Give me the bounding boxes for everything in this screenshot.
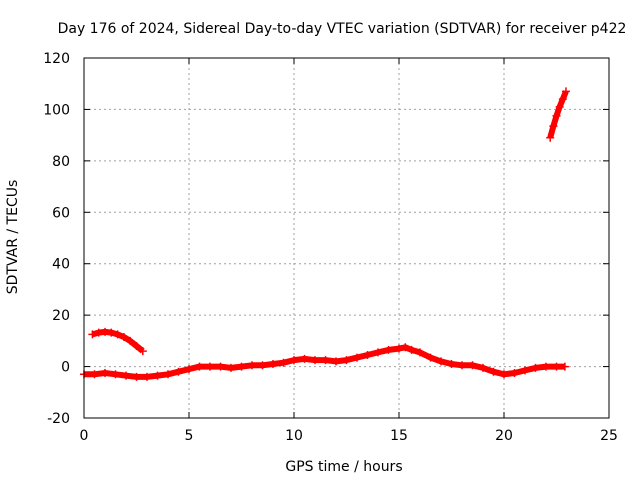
data-point (122, 371, 130, 380)
data-point (558, 95, 567, 104)
data-point (479, 363, 487, 372)
data-point (119, 333, 128, 341)
x-axis-label: GPS time / hours (285, 459, 402, 475)
data-point (416, 348, 424, 357)
data-point (549, 122, 558, 131)
data-point (546, 133, 555, 142)
series-late-rise (546, 87, 570, 142)
data-point (468, 361, 477, 370)
data-point (384, 345, 393, 354)
y-tick-label: 40 (52, 257, 70, 273)
data-point (227, 363, 235, 372)
data-point (531, 363, 540, 372)
data-point (90, 370, 99, 379)
plot-frame (83, 57, 610, 419)
data-point (138, 347, 147, 356)
data-point (426, 353, 435, 362)
data-point (216, 362, 225, 371)
data-point (101, 369, 109, 377)
data-point (332, 357, 340, 366)
data-point (353, 353, 361, 362)
y-tick-label: 120 (43, 51, 70, 67)
data-point (101, 327, 109, 336)
data-point (206, 362, 214, 371)
y-tick-label: 80 (52, 154, 70, 170)
data-point (300, 354, 309, 363)
data-point (489, 367, 498, 376)
x-tick-label: 15 (390, 428, 408, 444)
x-tick-label: 20 (495, 428, 513, 444)
data-point (458, 361, 466, 370)
data-point (363, 351, 372, 359)
data-point (401, 343, 410, 352)
y-tick-label: 60 (52, 205, 70, 221)
data-point (311, 356, 319, 365)
data-point (237, 362, 246, 371)
data-point (395, 344, 403, 353)
x-tick-label: 10 (285, 428, 303, 444)
data-point (290, 356, 298, 365)
data-point (185, 365, 193, 374)
data-point (153, 371, 162, 380)
data-point (88, 330, 97, 339)
y-axis-label: SDTVAR / TECUs (5, 180, 21, 295)
data-point (342, 356, 351, 365)
data-point (94, 328, 103, 337)
data-point (269, 360, 277, 368)
data-point (111, 370, 120, 379)
axis-layer: 0 5 10 15 20 25 -20 0 20 40 60 80 100 120 (43, 51, 618, 444)
data-point (126, 336, 135, 345)
data-point (195, 362, 204, 371)
y-tick-label: 0 (61, 360, 70, 376)
y-tick-label: 20 (52, 308, 70, 324)
data-point (113, 330, 122, 339)
data-point (164, 370, 172, 379)
x-tick-label: 5 (185, 428, 194, 444)
data-point (521, 366, 529, 375)
y-tick-label: -20 (47, 411, 70, 427)
data-point (248, 361, 256, 370)
data-point (555, 102, 564, 111)
data-point (552, 111, 561, 120)
data-point (279, 358, 288, 367)
x-tick-label: 25 (600, 428, 618, 444)
data-point (447, 360, 456, 368)
data-point (132, 372, 141, 381)
data-point (143, 372, 151, 381)
data-point (174, 367, 183, 376)
data-point (107, 328, 116, 337)
series-early-arc (88, 327, 147, 356)
y-tick-label: 100 (43, 102, 70, 118)
data-point (321, 356, 330, 365)
data-point (407, 345, 416, 354)
chart-title: Day 176 of 2024, Sidereal Day-to-day VTE… (58, 21, 627, 37)
series-main-trace (80, 343, 569, 381)
data-point (552, 362, 561, 371)
data-point (542, 362, 550, 371)
data-point (258, 361, 267, 370)
data-point (132, 342, 141, 350)
data-point (374, 348, 382, 357)
data-point (510, 369, 519, 377)
data-point (561, 87, 570, 96)
data-point (500, 370, 508, 379)
x-tick-label: 0 (80, 428, 89, 444)
series-layer (80, 87, 570, 381)
data-point (437, 357, 445, 366)
data-point (560, 362, 569, 371)
